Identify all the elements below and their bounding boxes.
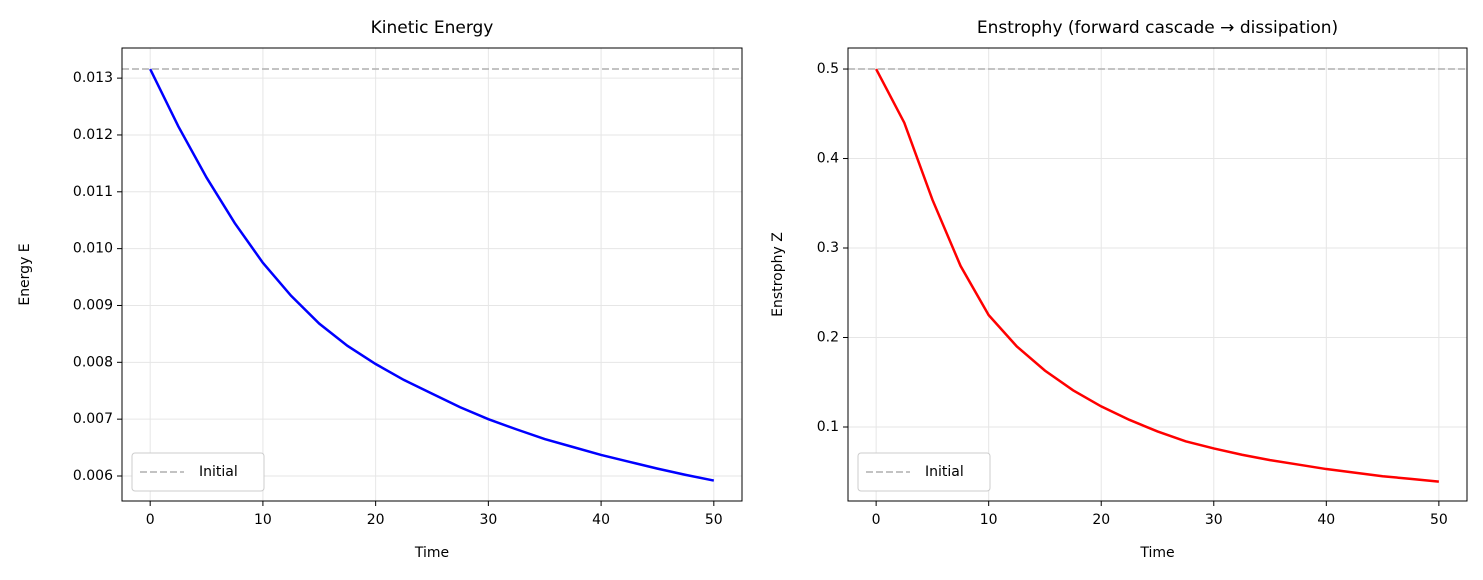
axes-frame bbox=[121, 47, 743, 502]
x-tick-label: 50 bbox=[1430, 512, 1448, 528]
legend-box bbox=[857, 452, 991, 492]
data-line bbox=[875, 68, 1439, 483]
x-tick-label: 10 bbox=[254, 512, 272, 528]
x-tick-label: 20 bbox=[1092, 512, 1110, 528]
x-tick-label: 0 bbox=[872, 512, 881, 528]
x-tick-label: 0 bbox=[146, 512, 155, 528]
legend-box bbox=[131, 452, 265, 492]
chart-title: Enstrophy (forward cascade → dissipation… bbox=[977, 18, 1338, 38]
y-tick-label: 0.3 bbox=[817, 240, 839, 256]
y-tick-label: 0.013 bbox=[73, 70, 113, 86]
x-tick-label: 10 bbox=[980, 512, 998, 528]
x-tick-label: 30 bbox=[1205, 512, 1223, 528]
x-tick-label: 20 bbox=[367, 512, 385, 528]
y-tick-label: 0.006 bbox=[73, 468, 113, 484]
data-line bbox=[149, 68, 715, 482]
x-axis-label: Time bbox=[1139, 545, 1174, 561]
axes-frame bbox=[847, 47, 1468, 502]
x-tick-label: 50 bbox=[705, 512, 723, 528]
x-tick-label: 40 bbox=[1317, 512, 1335, 528]
x-tick-label: 30 bbox=[479, 512, 497, 528]
y-tick-label: 0.5 bbox=[817, 61, 839, 77]
y-tick-label: 0.2 bbox=[817, 330, 839, 346]
y-tick-label: 0.012 bbox=[73, 127, 113, 143]
y-tick-label: 0.007 bbox=[73, 411, 113, 427]
y-tick-label: 0.008 bbox=[73, 354, 113, 370]
y-tick-label: 0.010 bbox=[73, 241, 113, 257]
x-tick-label: 40 bbox=[592, 512, 610, 528]
y-tick-label: 0.011 bbox=[73, 184, 113, 200]
y-axis-label: Energy E bbox=[17, 243, 33, 305]
y-axis-label: Enstrophy Z bbox=[770, 232, 786, 317]
chart-title: Kinetic Energy bbox=[371, 18, 494, 38]
y-tick-label: 0.4 bbox=[817, 151, 839, 167]
y-tick-label: 0.1 bbox=[817, 419, 839, 435]
x-axis-label: Time bbox=[414, 545, 449, 561]
y-tick-label: 0.009 bbox=[73, 297, 113, 313]
legend-label: Initial bbox=[199, 464, 238, 480]
legend-label: Initial bbox=[925, 464, 964, 480]
